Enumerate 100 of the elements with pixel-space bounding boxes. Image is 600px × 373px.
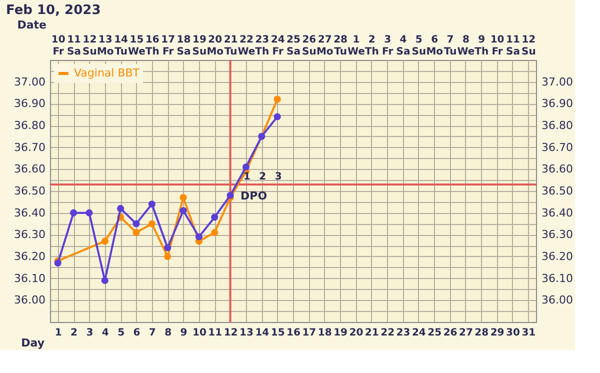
y2-tick-label: 36.20 [542,250,573,263]
x-tick-label: 21 [364,328,379,338]
x2-tick-label: 18 Sa [176,34,191,58]
y2-tick-label: 36.40 [542,206,573,220]
x-tick-label: 13 [240,328,254,338]
point [132,220,140,228]
x2-tick-label: 15 We [128,34,146,58]
x2-tick-label: 11 Sa [67,34,82,58]
y-tick-label: 36.10 [14,272,46,285]
x-tick-label: 11 [208,328,222,338]
y2-tick-label: 36.00 [542,294,573,307]
x-tick-label: 24 [412,328,426,338]
annotation: 3 [274,171,282,182]
point [101,238,108,245]
x-tick-label: 2 [70,328,78,338]
x-tick-label: 18 [318,328,332,338]
x2-axis-title: Date [17,18,46,32]
x-tick-label: 8 [164,328,172,338]
x2-tick-label: 10 Fr [51,34,66,58]
y-tick-label: 36.00 [14,294,46,307]
annotation: DPO [240,189,268,202]
x2-tick-label: 16 Th [145,34,160,58]
annotation: 2 [259,171,266,182]
x-tick-label: 30 [506,328,520,338]
y2-tick-label: 36.90 [542,97,573,110]
x-tick-label: 27 [458,328,473,338]
x-tick-label: 12 [224,328,238,338]
point [54,260,62,267]
annotation: 1 [243,171,250,182]
x-tick-label: 10 [192,328,206,338]
x2-tick-label: 1 We [347,34,366,58]
x-tick-label: 29 [490,328,504,338]
x2-tick-label: 19 Su [192,34,207,58]
x-tick-label: 26 [443,328,458,338]
x2-tick-label: 4 Sa [396,34,410,58]
y2-tick-label: 36.30 [542,228,573,242]
x-tick-label: 3 [86,328,94,338]
point [164,252,172,260]
x-tick-label: 25 [428,328,442,338]
y-tick-label: 36.60 [14,162,46,176]
x-tick-label: 19 [334,328,348,338]
x2-tick-label: 11 Sa [506,34,520,58]
x2-tick-label: 12 Su [82,34,97,58]
y2-tick-label: 36.60 [542,162,573,176]
x2-tick-label: 22 We [238,34,256,58]
point [180,194,187,202]
x2-tick-label: 25 Sa [286,34,300,58]
x2-tick-label: 26 Su [302,34,316,58]
y-tick-label: 36.70 [14,140,46,154]
x2-tick-label: 20 Mo [206,34,224,58]
y2-tick-label: 36.70 [542,140,573,154]
point [195,233,202,240]
point [274,113,281,120]
x-axis-title: Day [21,336,44,350]
x-tick-label: 23 [396,328,410,338]
point [242,163,250,171]
x-tick-label: 28 [474,328,489,338]
x2-tick-label: 10 Fr [490,34,504,58]
x-tick-label: 5 [118,328,125,338]
x2-tick-label: 24 Fr [270,34,285,58]
legend-label: Vaginal BBT [74,66,140,80]
point [164,244,172,252]
x-tick-label: 14 [255,328,270,338]
y-tick-label: 36.90 [14,97,46,110]
y-tick-label: 37.00 [14,75,46,88]
point [211,228,218,236]
point [226,192,234,199]
y-tick-label: 36.80 [14,119,46,132]
y2-tick-label: 37.00 [542,75,573,88]
x2-tick-label: 27 Mo [316,34,334,58]
x-tick-label: 9 [180,328,188,338]
x-tick-label: 6 [133,328,140,338]
point [211,214,218,221]
x2-tick-label: 5 Su [412,34,426,58]
x-tick-label: 7 [148,328,156,338]
x2-tick-label: 8 We [457,34,475,58]
x2-tick-label: 2 Th [364,34,379,58]
y2-tick-label: 36.50 [542,184,573,198]
x2-tick-label: 12 Su [521,34,536,58]
x2-tick-label: 17 Fr [161,34,176,58]
point [86,209,93,216]
point [148,220,156,228]
x-tick-label: 1 [54,328,62,338]
x-tick-label: 20 [349,328,364,338]
point [101,276,108,284]
x2-tick-label: 3 Fr [382,34,394,58]
x2-tick-label: 28 Tu [334,34,348,58]
point [274,96,281,103]
x2-tick-label: 9 Th [474,34,489,58]
y-tick-label: 36.50 [14,184,46,198]
y-tick-label: 36.20 [14,250,46,263]
point [180,207,187,214]
chart-title: Feb 10, 2023 [6,3,101,18]
point [117,204,124,212]
y-tick-label: 36.40 [14,206,46,220]
y-tick-label: 36.30 [14,228,46,242]
x2-tick-label: 13 Mo [96,34,114,58]
x2-tick-label: 6 Mo [426,34,444,58]
x-tick-label: 16 [286,328,300,338]
x-tick-label: 31 [522,328,536,338]
